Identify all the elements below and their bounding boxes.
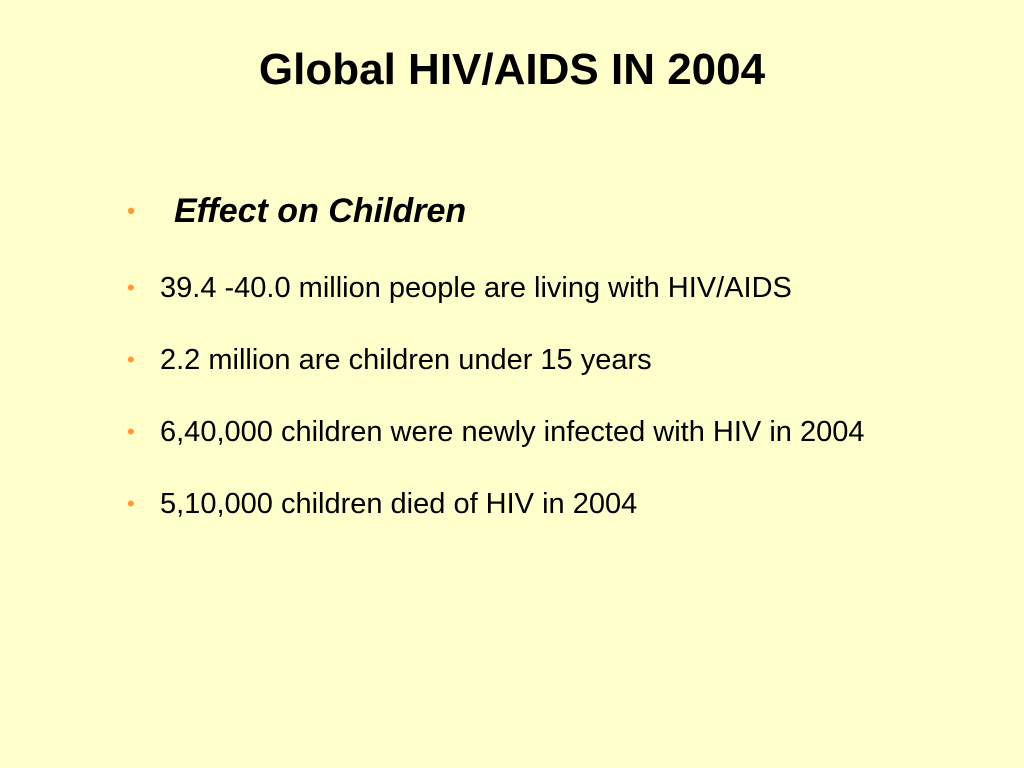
bullet-icon: • [127,198,135,223]
bullet-list: • Effect on Children • 39.4 -40.0 millio… [122,188,952,536]
bullet-item-heading: • Effect on Children [122,188,952,234]
bullet-icon: • [127,491,135,516]
bullet-item: • 6,40,000 children were newly infected … [122,400,952,464]
bullet-icon: • [127,347,135,372]
bullet-item: • 39.4 -40.0 million people are living w… [122,256,952,320]
slide-title: Global HIV/AIDS IN 2004 [258,45,766,94]
bullet-text: 6,40,000 children were newly infected wi… [160,416,865,448]
section-heading: Effect on Children [174,192,467,230]
bullet-text: 39.4 -40.0 million people are living wit… [160,272,792,304]
bullet-icon: • [127,275,135,300]
bullet-item: • 2.2 million are children under 15 year… [122,328,952,392]
bullet-text: 5,10,000 children died of HIV in 2004 [160,488,638,520]
bullet-item: • 5,10,000 children died of HIV in 2004 [122,472,952,536]
bullet-text: 2.2 million are children under 15 years [160,344,652,376]
bullet-icon: • [127,419,135,444]
